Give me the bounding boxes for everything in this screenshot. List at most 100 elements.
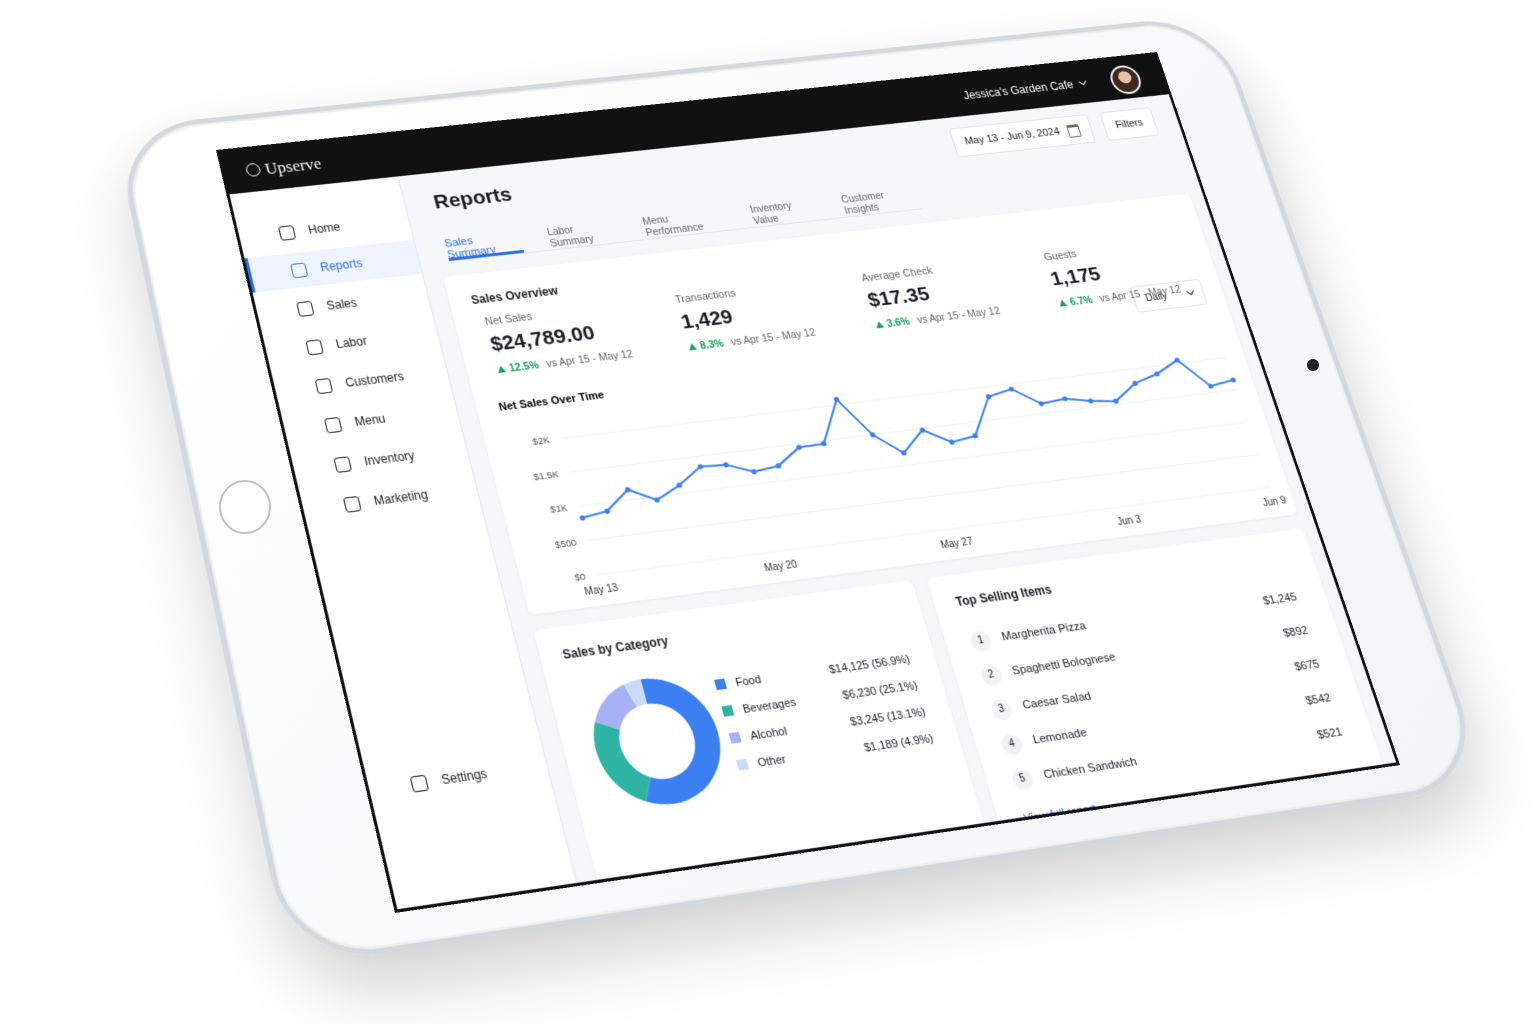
item-value: $521	[1315, 726, 1345, 742]
data-point	[722, 461, 730, 468]
item-rank: 3	[988, 698, 1015, 722]
data-point	[948, 439, 955, 445]
nav-label: Sales	[325, 295, 359, 313]
data-point	[919, 427, 926, 433]
item-value: $892	[1281, 624, 1310, 640]
y-tick-label: $2K	[531, 435, 551, 447]
data-point	[1230, 377, 1237, 383]
brand: Upserve	[244, 154, 323, 180]
filters-button[interactable]: Filters	[1099, 107, 1160, 142]
category-card: Sales by Category Food $14,125 (56.9%) Bev…	[533, 580, 1003, 913]
x-tick-label: Jun 3	[1116, 514, 1143, 528]
main: Reports May 13 - Jun 9, 2024 Filters Sal…	[397, 94, 1401, 913]
data-point	[972, 432, 979, 439]
screen: Upserve Jessica's Garden Cafe Settings H…	[216, 52, 1401, 913]
overview-card: Sales Overview Daily Net Sales Over Time…	[443, 193, 1298, 616]
compare-period: vs Apr 15 - May 12	[545, 348, 635, 371]
tab[interactable]: Menu Performance	[641, 213, 706, 239]
nav-label: Marketing	[372, 487, 430, 509]
y-tick-label: $0	[573, 571, 586, 583]
compare-period: vs Apr 15 - May 12	[915, 305, 1002, 327]
overview-title: Sales Overview	[469, 283, 560, 307]
item-rank: 4	[999, 732, 1026, 757]
y-tick-label: $1.5K	[532, 469, 560, 482]
data-point	[1087, 398, 1094, 404]
category-title: Sales by Category	[560, 633, 670, 663]
item-name: Caesar Salad	[1021, 690, 1093, 712]
nav-label: Reports	[318, 256, 364, 275]
item-value: $542	[1304, 692, 1333, 708]
line-chart: Net Sales Over Time $0 $500 $1K $1.5K $2K May …	[497, 312, 1288, 599]
tab[interactable]: Sales Summary	[441, 222, 525, 262]
tab[interactable]: Labor Summary	[545, 224, 596, 250]
y-tick-label: $500	[554, 537, 578, 550]
grid-line	[588, 455, 1258, 541]
settings-link[interactable]: Settings	[365, 746, 551, 809]
legend-swatch	[721, 705, 735, 717]
x-tick-label: May 20	[763, 559, 799, 575]
compare-period: vs Apr 15 - May 12	[729, 326, 817, 349]
nav-label: Labor	[334, 334, 369, 352]
data-point	[1061, 395, 1069, 402]
legend-item: Other	[736, 753, 787, 772]
grid-line	[561, 357, 1225, 438]
category-value: $6,230 (25.1%)	[841, 679, 920, 703]
top-items-title: Top Selling Items	[953, 582, 1054, 610]
nav-label: Customers	[343, 369, 406, 390]
item-value: $675	[1293, 658, 1322, 674]
item-rank: 1	[968, 629, 994, 653]
grid-line	[570, 390, 1236, 473]
legend-swatch	[714, 678, 727, 691]
nav-label: Home	[306, 220, 342, 237]
change-value: 12.5%	[496, 359, 540, 375]
category-value: $14,125 (56.9%)	[827, 653, 912, 677]
category-value: $1,189 (4.9%)	[862, 732, 935, 755]
restaurant-name: Jessica's Garden Cafe	[961, 78, 1076, 103]
item-rank: 2	[978, 664, 1005, 687]
item-value: $1,245	[1261, 591, 1299, 608]
legend-item: Beverages	[721, 696, 798, 718]
x-tick-label: Jun 9	[1261, 495, 1287, 509]
date-range[interactable]: May 13 - Jun 9, 2024	[948, 113, 1097, 158]
data-point	[833, 396, 840, 403]
legend-swatch	[728, 731, 742, 744]
restaurant-selector[interactable]: Jessica's Garden Cafe	[962, 77, 1088, 102]
item-name: Lemonade	[1031, 726, 1089, 747]
data-point	[579, 514, 586, 521]
avatar[interactable]	[1106, 64, 1145, 96]
legend-item: Food	[714, 674, 763, 692]
tab[interactable]: Inventory Value	[748, 200, 793, 227]
page-title: Reports	[431, 183, 515, 214]
nav-label: Inventory	[362, 448, 417, 469]
item-rank: 5	[1009, 767, 1036, 792]
item-name: Chicken Sandwich	[1042, 755, 1139, 782]
legend-swatch	[736, 758, 750, 771]
chart-title: Net Sales Over Time	[497, 389, 605, 414]
change-value: 8.3%	[687, 338, 725, 353]
legend-label: Other	[756, 753, 788, 770]
nav-label: Menu	[353, 411, 387, 429]
item-name: Margherita Pizza	[1000, 619, 1088, 644]
donut-chart	[586, 671, 735, 808]
grid-line	[579, 422, 1247, 506]
legend-label: Beverages	[741, 696, 798, 717]
settings-label: Settings	[439, 766, 489, 788]
item-name: Spaghetti Bolognese	[1010, 651, 1118, 678]
metric: Average Check $17.35 3.6% vs Apr 15 - May 1…	[860, 254, 1047, 331]
metric: Net Sales $24,789.00 12.5% vs Apr 15 - May …	[484, 296, 676, 376]
legend-label: Alcohol	[748, 725, 789, 743]
y-tick-label: $1K	[549, 502, 569, 514]
metric: Transactions 1,429 8.3% vs Apr 15 - May 12	[674, 275, 863, 353]
legend-label: Food	[734, 673, 763, 690]
donut-slice	[588, 716, 657, 807]
x-tick-label: May 13	[583, 583, 619, 599]
x-tick-label: May 27	[939, 536, 974, 551]
change-value: 3.6%	[874, 316, 911, 331]
tab[interactable]: Customer Insights	[839, 190, 886, 217]
legend-item: Alcohol	[728, 725, 789, 745]
data-point	[985, 393, 992, 400]
data-point	[750, 468, 758, 475]
category-value: $3,245 (13.1%)	[848, 706, 928, 729]
change-value: 6.7%	[1057, 294, 1094, 309]
